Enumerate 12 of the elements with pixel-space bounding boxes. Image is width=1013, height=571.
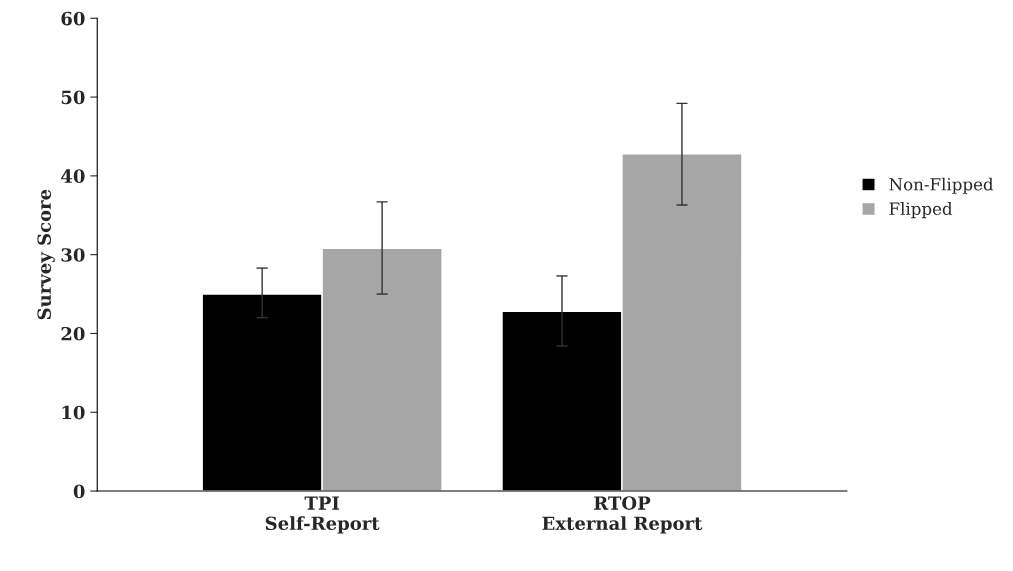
y-tick-label: 40 — [61, 169, 85, 183]
legend-label: Non-Flipped — [889, 177, 994, 194]
x-tick-label: RTOP External Report — [542, 496, 703, 534]
y-tick-label: 0 — [73, 484, 85, 499]
x-tick-label: TPI Self-Report — [265, 496, 380, 534]
y-tick-label: 20 — [61, 326, 85, 341]
y-tick-label: 60 — [61, 11, 85, 26]
legend-label: Flipped — [889, 202, 953, 219]
y-tick-label: 30 — [61, 248, 85, 262]
y-tick-label: 10 — [62, 405, 85, 420]
y-tick-label: 50 — [61, 90, 85, 105]
y-axis-title: Survey Score — [37, 189, 55, 320]
